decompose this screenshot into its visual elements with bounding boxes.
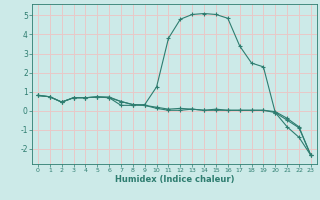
- X-axis label: Humidex (Indice chaleur): Humidex (Indice chaleur): [115, 175, 234, 184]
